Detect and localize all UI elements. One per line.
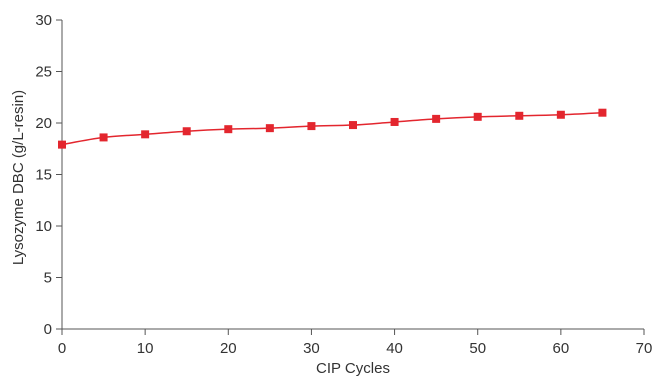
data-point (515, 111, 524, 120)
x-tick-label: 40 (386, 340, 403, 357)
data-point (349, 121, 357, 130)
y-tick-label: 10 (35, 218, 52, 235)
data-point (58, 140, 66, 149)
y-tick-label: 20 (35, 115, 52, 132)
x-tick-label: 70 (636, 340, 653, 357)
data-point (141, 130, 150, 139)
x-tick-label: 60 (553, 340, 570, 357)
x-tick-label: 10 (137, 340, 154, 357)
data-point (99, 133, 108, 142)
data-point (224, 125, 233, 134)
x-tick-label: 50 (469, 340, 486, 357)
y-axis: 0 5 10 15 20 25 30 (35, 12, 63, 338)
x-axis: 0 10 20 30 40 50 60 70 (58, 328, 653, 357)
data-point (390, 117, 399, 126)
data-point (307, 122, 316, 131)
data-point (265, 124, 274, 133)
y-tick-label: 5 (44, 270, 52, 287)
y-tick-label: 30 (35, 12, 52, 29)
y-tick-label: 25 (35, 64, 52, 81)
data-point (182, 127, 191, 136)
series-group (58, 108, 607, 149)
x-tick-label: 20 (220, 340, 237, 357)
x-tick-label: 30 (303, 340, 320, 357)
x-tick-label: 0 (58, 340, 66, 357)
data-point (473, 112, 482, 121)
data-point (432, 114, 441, 123)
data-point (556, 110, 565, 119)
y-tick-label: 0 (44, 321, 52, 338)
y-tick-label: 15 (35, 167, 52, 184)
y-axis-title: Lysozyme DBC (g/L-resin) (10, 90, 27, 265)
data-point (598, 108, 607, 117)
x-axis-title: CIP Cycles (316, 360, 390, 376)
